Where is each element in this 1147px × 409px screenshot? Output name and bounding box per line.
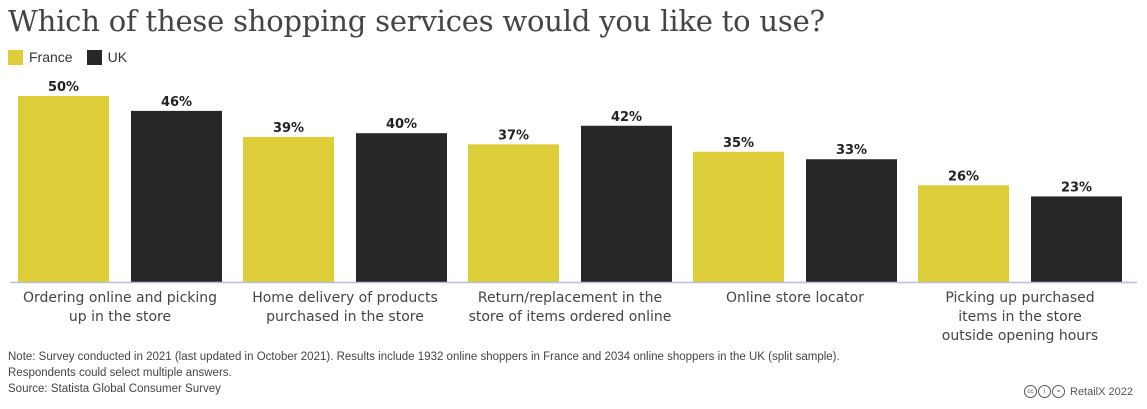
category-label-line: up in the store xyxy=(69,309,171,325)
category-label-line: items in the store xyxy=(958,309,1081,325)
bar-chart: 50% 46% Ordering online and picking up in t… xyxy=(10,80,1137,344)
category-label-line: store of items ordered online xyxy=(469,309,672,325)
category-label-4: Picking up purchased items in the store ou… xyxy=(942,290,1098,344)
chart-notes: Note: Survey conducted in 2021 (last upd… xyxy=(8,349,840,397)
legend-item-uk: UK xyxy=(86,49,128,65)
bar-france-4 xyxy=(918,185,1009,282)
chart-title: Which of these shopping services would y… xyxy=(8,4,825,38)
legend-swatch-uk xyxy=(86,49,102,65)
legend: France UK xyxy=(8,49,141,65)
legend-item-france: France xyxy=(8,49,73,65)
legend-swatch-france xyxy=(8,49,23,65)
legend-label-uk: UK xyxy=(107,49,128,65)
category-label-line: Return/replacement in the xyxy=(478,290,662,306)
bar-uk-1 xyxy=(356,133,447,282)
bar-france-3 xyxy=(693,151,784,282)
category-label-line: purchased in the store xyxy=(266,309,424,325)
category-label-line: Home delivery of products xyxy=(252,290,438,306)
creative-commons-icon: cc i = xyxy=(1024,385,1066,398)
legend-label-france: France xyxy=(29,49,73,65)
bar-uk-4 xyxy=(1031,196,1122,282)
category-label-3: Online store locator xyxy=(726,290,864,306)
bar-value-label: 50% xyxy=(48,80,79,95)
bar-france-0 xyxy=(18,96,109,282)
bar-value-label: 35% xyxy=(723,136,754,151)
category-label-line: Ordering online and picking xyxy=(23,290,217,306)
bar-value-label: 26% xyxy=(948,169,979,184)
bar-uk-3 xyxy=(806,159,897,282)
bar-france-2 xyxy=(468,144,559,282)
bar-value-label: 40% xyxy=(386,117,417,132)
bar-value-label: 33% xyxy=(836,143,867,158)
category-label-1: Home delivery of products purchased in th… xyxy=(252,290,438,325)
bar-value-label: 37% xyxy=(498,128,529,143)
bar-france-1 xyxy=(243,136,334,282)
bar-value-label: 39% xyxy=(273,121,304,136)
category-label-2: Return/replacement in the store of items … xyxy=(469,290,672,325)
bar-uk-2 xyxy=(581,125,672,282)
category-label-0: Ordering online and picking up in the sto… xyxy=(23,290,217,325)
category-label-line: outside opening hours xyxy=(942,328,1098,344)
bar-value-label: 46% xyxy=(161,95,192,110)
note-line-answers: Respondents could select multiple answer… xyxy=(8,367,232,379)
credit-text: RetailX 2022 xyxy=(1070,385,1133,398)
bar-uk-0 xyxy=(131,110,222,282)
note-line-source: Source: Statista Global Consumer Survey xyxy=(8,383,221,395)
category-label-line: Picking up purchased xyxy=(945,290,1094,306)
bar-value-label: 23% xyxy=(1061,180,1092,195)
category-label-line: Online store locator xyxy=(726,290,864,306)
bar-value-label: 42% xyxy=(611,110,642,125)
note-line-survey: Note: Survey conducted in 2021 (last upd… xyxy=(8,351,840,363)
credit: cc i = RetailX 2022 xyxy=(1024,385,1133,398)
